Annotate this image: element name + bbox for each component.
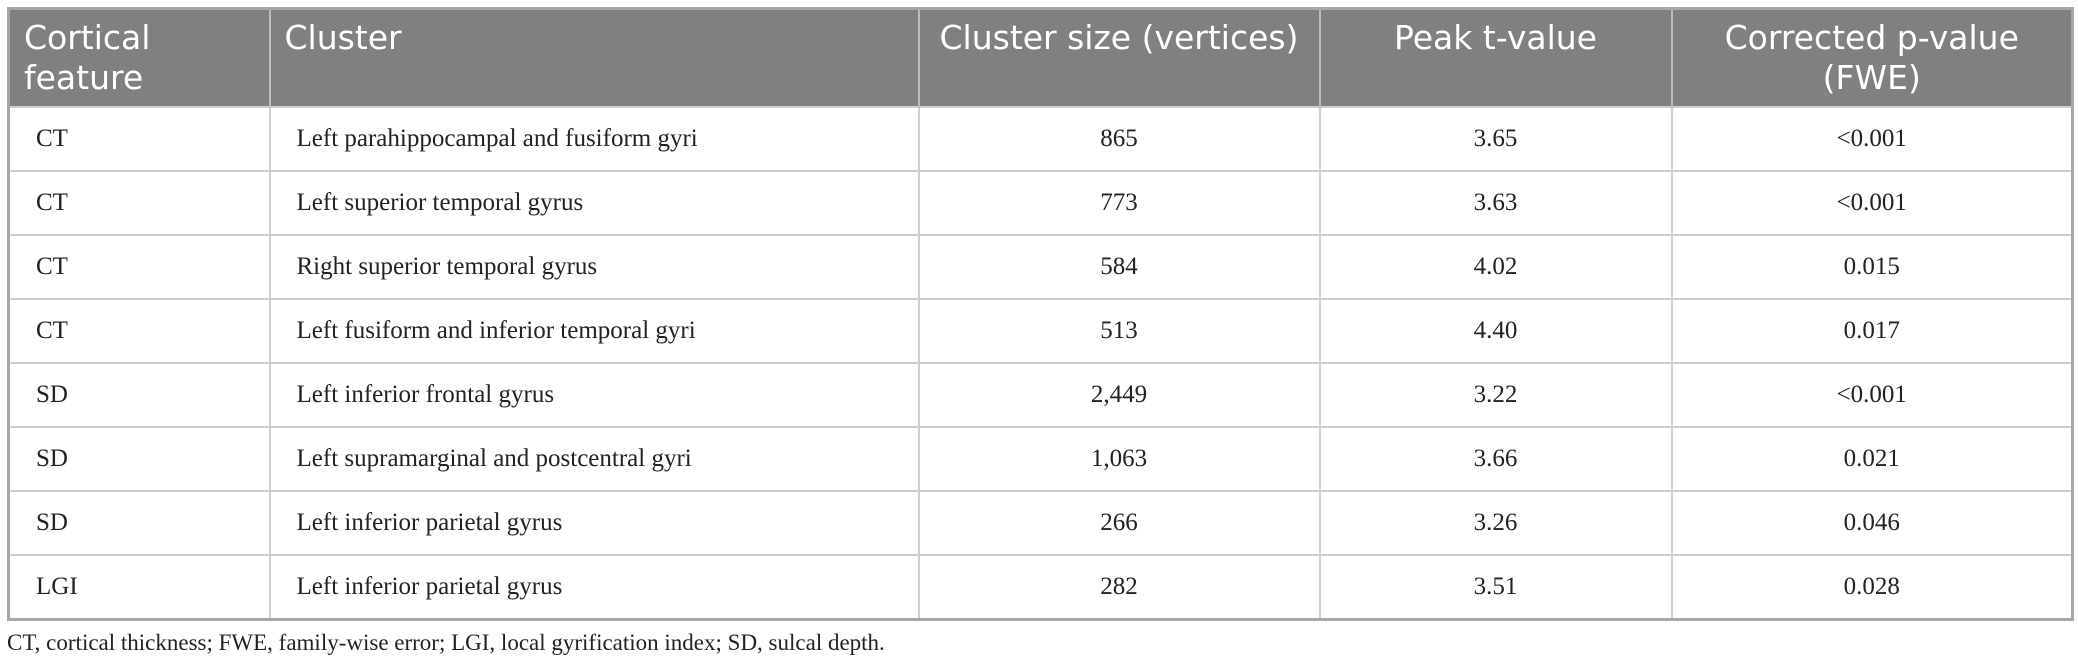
- table-cell: 0.028: [1670, 553, 2073, 619]
- table-cell: 0.046: [1670, 489, 2073, 555]
- header-cell: Cluster size (vertices): [917, 8, 1320, 107]
- table-cell: <0.001: [1670, 169, 2073, 235]
- table-cell: 3.65: [1318, 105, 1672, 171]
- table-cell: 3.51: [1318, 553, 1672, 619]
- table-row: SD Left inferior parietal gyrus 266 3.26 0.0…: [7, 489, 2073, 555]
- header-cell: Cortical feature: [7, 8, 270, 107]
- table-cell: 0.015: [1670, 233, 2073, 299]
- table-cell: 584: [917, 233, 1320, 299]
- table-cell: Left inferior parietal gyrus: [268, 489, 919, 555]
- table-cell: LGI: [7, 553, 270, 619]
- table-cell: <0.001: [1670, 361, 2073, 427]
- table-cell: Left fusiform and inferior temporal gyri: [268, 297, 919, 363]
- table-cell: 3.26: [1318, 489, 1672, 555]
- table-cell: CT: [7, 169, 270, 235]
- table-cell: 513: [917, 297, 1320, 363]
- table-cell: 1,063: [917, 425, 1320, 491]
- table-cell: 773: [917, 169, 1320, 235]
- table-cell: 865: [917, 105, 1320, 171]
- table-cell: Left inferior parietal gyrus: [268, 553, 919, 619]
- table-cell: 3.66: [1318, 425, 1672, 491]
- table-row: SD Left inferior frontal gyrus 2,449 3.22 <0…: [7, 361, 2073, 427]
- header-cell: Peak t-value: [1318, 8, 1672, 107]
- table-row: CT Left parahippocampal and fusiform gyri…: [7, 105, 2073, 171]
- header-cell: Corrected p-value (FWE): [1670, 8, 2073, 107]
- table-head: Cortical feature Cluster Cluster size (ver…: [7, 8, 2073, 107]
- table-cell: CT: [7, 297, 270, 363]
- table-cell: 0.017: [1670, 297, 2073, 363]
- table-row: SD Left supramarginal and postcentral gyr…: [7, 425, 2073, 491]
- table-cell: 4.02: [1318, 233, 1672, 299]
- table-cell: 0.021: [1670, 425, 2073, 491]
- table-cell: 3.22: [1318, 361, 1672, 427]
- table-cell: 2,449: [917, 361, 1320, 427]
- table-cell: 282: [917, 553, 1320, 619]
- header-row: Cortical feature Cluster Cluster size (ver…: [7, 8, 2073, 107]
- table-wrap: Cortical feature Cluster Cluster size (ver…: [7, 7, 2074, 621]
- footnote: CT, cortical thickness; FWE, family-wise…: [7, 630, 885, 655]
- table-row: LGI Left inferior parietal gyrus 282 3.51 0.…: [7, 553, 2073, 619]
- table-cell: <0.001: [1670, 105, 2073, 171]
- table-cell: SD: [7, 489, 270, 555]
- table-cell: CT: [7, 105, 270, 171]
- table-cell: SD: [7, 361, 270, 427]
- results-table: Cortical feature Cluster Cluster size (ver…: [7, 7, 2074, 621]
- table-cell: SD: [7, 425, 270, 491]
- table-body: CT Left parahippocampal and fusiform gyri…: [7, 105, 2073, 619]
- table-cell: Left superior temporal gyrus: [268, 169, 919, 235]
- table-cell: Left parahippocampal and fusiform gyri: [268, 105, 919, 171]
- header-cell: Cluster: [268, 8, 919, 107]
- table-cell: Right superior temporal gyrus: [268, 233, 919, 299]
- table-cell: Left supramarginal and postcentral gyri: [268, 425, 919, 491]
- table-cell: CT: [7, 233, 270, 299]
- table-cell: 266: [917, 489, 1320, 555]
- table-row: CT Left superior temporal gyrus 773 3.63 <0.…: [7, 169, 2073, 235]
- table-cell: 4.40: [1318, 297, 1672, 363]
- table-row: CT Right superior temporal gyrus 584 4.02 0.…: [7, 233, 2073, 299]
- table-row: CT Left fusiform and inferior temporal gy…: [7, 297, 2073, 363]
- table-cell: Left inferior frontal gyrus: [268, 361, 919, 427]
- table-cell: 3.63: [1318, 169, 1672, 235]
